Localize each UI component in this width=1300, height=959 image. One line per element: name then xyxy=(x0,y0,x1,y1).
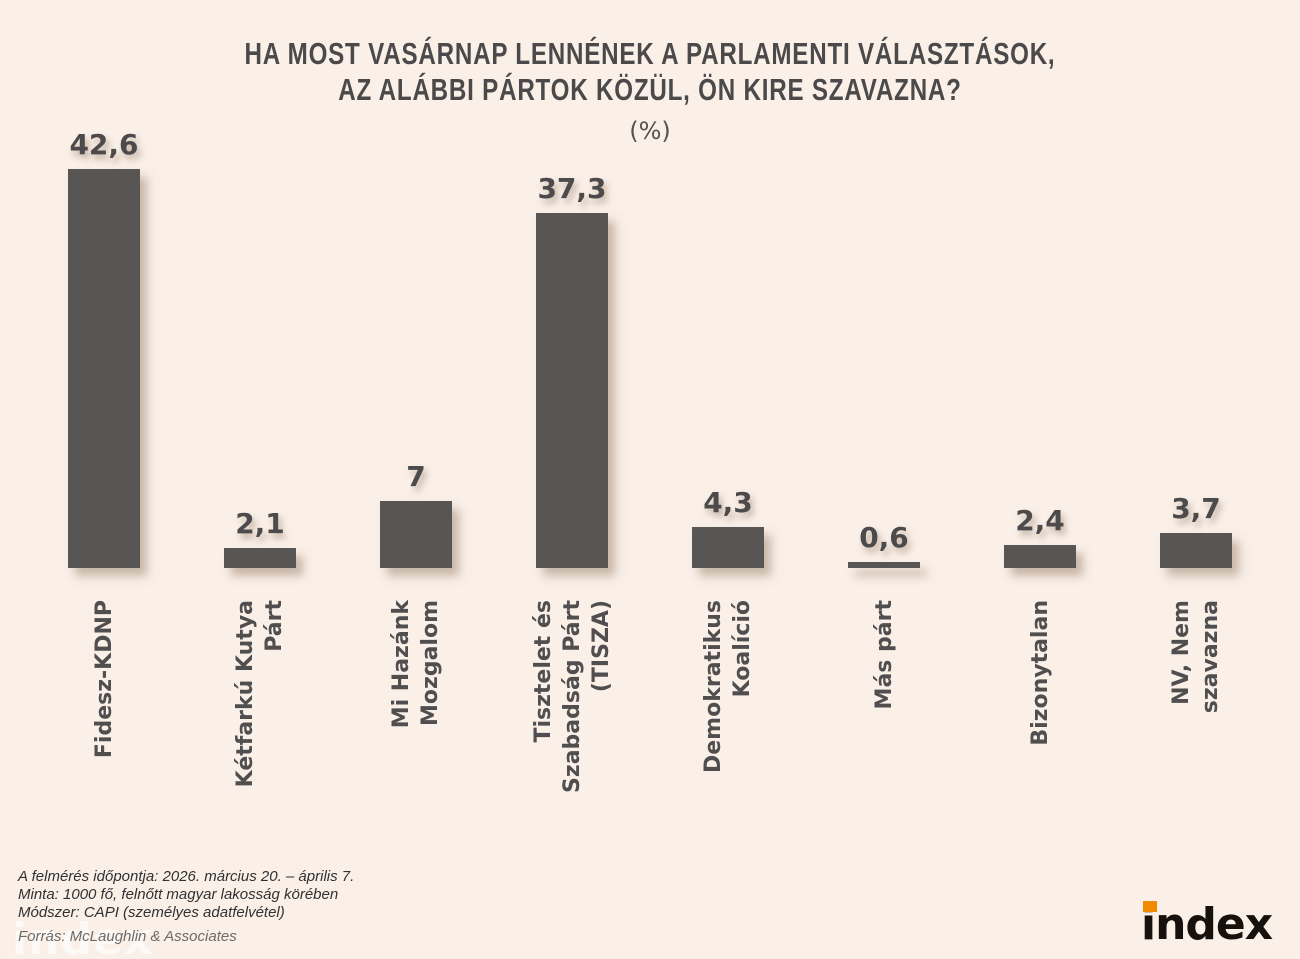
bar-value-label: 0,6 xyxy=(859,521,909,554)
bar-column: 2,1 xyxy=(182,128,338,568)
bar-column: 3,7 xyxy=(1118,128,1274,568)
index-logo-accent-icon xyxy=(1143,901,1157,912)
chart-title-line-2: AZ ALÁBBI PÁRTOK KÖZÜL, ÖN KIRE SZAVAZNA… xyxy=(338,72,962,107)
category-label: Más párt xyxy=(871,600,897,710)
chart-title-line-1: HA MOST VASÁRNAP LENNÉNEK A PARLAMENTI V… xyxy=(244,36,1056,71)
footer-note-sample: Minta: 1000 fő, felnőtt magyar lakosság … xyxy=(18,886,339,903)
category-label-cell: Demokratikus Koalíció xyxy=(650,600,806,880)
bar-value-label: 3,7 xyxy=(1171,492,1221,525)
bar xyxy=(536,213,608,568)
bar-column: 37,3 xyxy=(494,128,650,568)
bar-column: 0,6 xyxy=(806,128,962,568)
bars-row: 42,6 2,1 7 37,3 4,3 0,6 2,4 3,7 xyxy=(26,128,1274,568)
index-watermark: index xyxy=(12,914,154,959)
bar-column: 42,6 xyxy=(26,128,182,568)
category-label-cell: Fidesz-KDNP xyxy=(26,600,182,880)
chart-unit-label: (%) xyxy=(629,117,671,145)
category-label: Tisztelet és Szabadság Párt (TISZA) xyxy=(530,600,614,793)
bar xyxy=(692,527,764,568)
bar xyxy=(68,169,140,568)
index-logo-text: index xyxy=(1141,899,1273,950)
footer-note-date: A felmérés időpontja: 2026. március 20. … xyxy=(18,868,355,885)
bar-value-label: 4,3 xyxy=(703,486,753,519)
category-label: Bizonytalan xyxy=(1027,600,1053,746)
bar-value-label: 2,1 xyxy=(235,507,285,540)
footer-notes: A felmérés időpontja: 2026. március 20. … xyxy=(18,868,354,922)
category-label: NV, Nem szavazna xyxy=(1169,600,1223,714)
category-label: Fidesz-KDNP xyxy=(91,600,117,759)
category-label-cell: Tisztelet és Szabadság Párt (TISZA) xyxy=(494,600,650,880)
category-label: Kétfarkú Kutya Párt xyxy=(233,600,287,788)
category-label-cell: Kétfarkú Kutya Párt xyxy=(182,600,338,880)
category-label-cell: Más párt xyxy=(806,600,962,880)
chart-title-block: HA MOST VASÁRNAP LENNÉNEK A PARLAMENTI V… xyxy=(0,36,1300,145)
bar-value-label: 2,4 xyxy=(1015,504,1065,537)
bar-column: 7 xyxy=(338,128,494,568)
category-label: Mi Hazánk Mozgalom xyxy=(389,600,443,729)
bar-value-label: 37,3 xyxy=(537,172,607,205)
bar xyxy=(848,562,920,568)
footer-source: Forrás: McLaughlin & Associates xyxy=(18,928,237,945)
bar xyxy=(224,548,296,568)
bar xyxy=(380,501,452,568)
bar xyxy=(1004,545,1076,568)
footer-note-method: Módszer: CAPI (személyes adatfelvétel) xyxy=(18,904,285,921)
category-label: Demokratikus Koalíció xyxy=(701,600,755,773)
bar xyxy=(1160,533,1232,568)
category-label-cell: Mi Hazánk Mozgalom xyxy=(338,600,494,880)
category-label-cell: Bizonytalan xyxy=(962,600,1118,880)
category-label-cell: NV, Nem szavazna xyxy=(1118,600,1274,880)
bar-value-label: 42,6 xyxy=(69,128,139,161)
bar-value-label: 7 xyxy=(406,460,426,493)
bar-column: 2,4 xyxy=(962,128,1118,568)
category-labels-row: Fidesz-KDNP Kétfarkú Kutya Párt Mi Hazánk … xyxy=(26,600,1274,880)
index-logo: index xyxy=(1141,899,1281,951)
bar-column: 4,3 xyxy=(650,128,806,568)
